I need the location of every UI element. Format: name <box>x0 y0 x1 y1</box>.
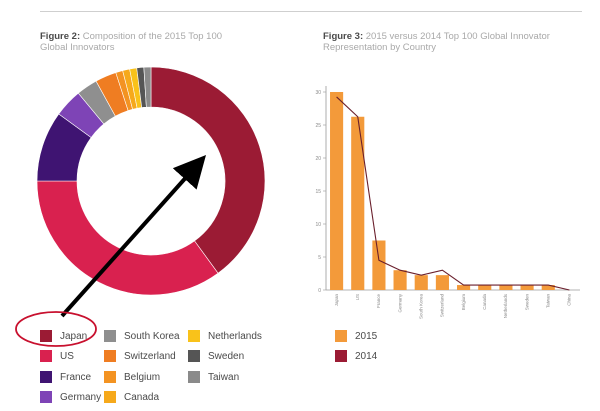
x-tick-label-germany: Germany <box>397 293 402 312</box>
bar-us <box>351 116 365 290</box>
x-tick-label-netherlands: Netherlands <box>503 293 508 318</box>
y-tick-label: 25 <box>315 123 321 129</box>
donut-slice-taiwan <box>143 66 152 108</box>
bar-taiwan <box>541 285 555 290</box>
donut-slice-japan <box>150 66 266 274</box>
x-tick-label-japan: Japan <box>334 294 339 307</box>
x-tick-label-china: China <box>567 294 572 306</box>
figure-3-label: Figure 3: <box>323 31 364 42</box>
figure-3-title: Figure 3: 2015 versus 2014 Top 100 Globa… <box>323 31 573 53</box>
y-tick-label: 10 <box>315 222 321 228</box>
bar-belgium <box>457 285 471 290</box>
figure-2-title: Figure 2: Composition of the 2015 Top 10… <box>40 31 280 53</box>
figure-3-title-line1: 2015 versus 2014 Top 100 Global Innovato… <box>365 31 550 42</box>
line-series-2014 <box>336 96 570 291</box>
bar-france <box>372 240 386 290</box>
x-tick-label-taiwan: Taiwan <box>545 294 550 309</box>
bar-sweden <box>520 285 534 290</box>
x-tick-label-canada: Canada <box>482 294 487 310</box>
bar-canada <box>478 285 492 290</box>
figure-2-label: Figure 2: <box>40 31 81 42</box>
x-tick-label-sweden: Sweden <box>524 294 529 311</box>
y-tick-label: 30 <box>315 90 321 96</box>
x-tick-label-us: US <box>355 294 360 300</box>
bar-germany <box>393 270 407 290</box>
x-tick-label-south-korea: South Korea <box>418 294 423 320</box>
figure-2-title-line1: Composition of the 2015 Top 100 <box>82 31 223 42</box>
top-divider <box>40 11 582 12</box>
x-tick-label-france: France <box>376 294 381 309</box>
x-tick-label-belgium: Belgium <box>461 294 466 311</box>
y-tick-label: 5 <box>318 255 321 261</box>
x-tick-label-switzerland: Switzerland <box>440 294 445 318</box>
bar-switzerland <box>435 275 449 290</box>
bar-south-korea <box>414 275 428 290</box>
y-tick-label: 0 <box>318 288 321 294</box>
y-tick-label: 20 <box>315 156 321 162</box>
y-tick-label: 15 <box>315 189 321 195</box>
figure-3-title-line2: Representation by Country <box>323 42 437 53</box>
figure-2-title-line2: Global Innovators <box>40 42 115 53</box>
bar-japan <box>330 92 344 290</box>
bar-netherlands <box>499 285 513 290</box>
